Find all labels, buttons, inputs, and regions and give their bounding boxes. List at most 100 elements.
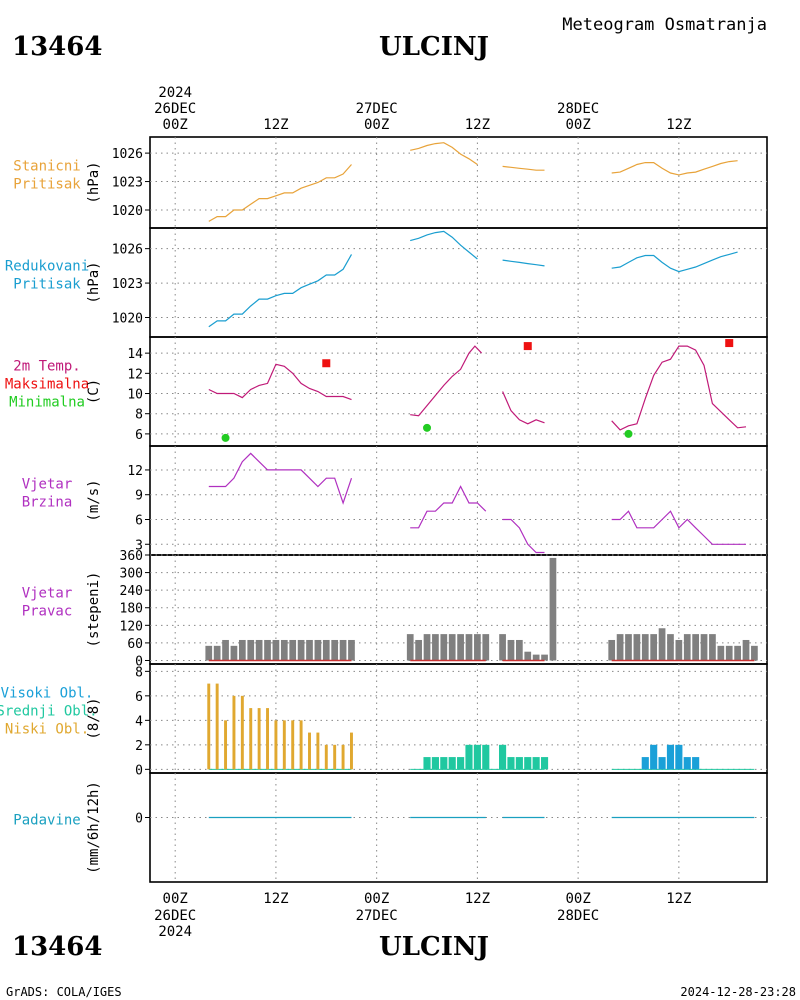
min-temp-marker [423, 423, 432, 432]
y-tick-label: 8 [135, 665, 143, 680]
y-tick-label: 1020 [112, 311, 143, 326]
low-cloud-bar [240, 695, 244, 770]
max-temp-marker [725, 339, 734, 348]
mid-cloud-bar [482, 744, 490, 770]
low-cloud-bar [266, 708, 269, 770]
low-cloud-bar [299, 720, 303, 770]
y-tick-label: 9 [135, 489, 143, 504]
wind-direction-bar [272, 639, 280, 661]
y-tick-label: 60 [127, 637, 143, 652]
top-hour-label: 00Z [364, 117, 389, 133]
y-tick-label: 360 [120, 549, 143, 564]
wind-direction-bar [541, 654, 548, 661]
panel-label: Pravac [22, 604, 73, 620]
bottom-date-label: 26DEC [154, 908, 196, 924]
mid-cloud-bar [540, 757, 549, 770]
y-tick-label: 12 [127, 464, 143, 479]
y-tick-label: 0 [135, 763, 143, 778]
top-date-label: 2024 [158, 85, 192, 101]
wind-direction-bar [507, 639, 515, 661]
mid-cloud-bar [515, 757, 523, 770]
y-axis-label: (m/s) [86, 479, 102, 521]
panel-label: Maksimalna [5, 377, 89, 393]
wind-direction-bar [230, 645, 238, 661]
wind-direction-bar [625, 634, 632, 661]
bottom-hour-label: 12Z [666, 891, 691, 907]
wind-direction-bar [465, 634, 473, 661]
y-axis-label: (hPa) [86, 261, 102, 303]
series-line [611, 160, 738, 176]
high-cloud-bar [692, 757, 700, 770]
wind-direction-bar [448, 634, 456, 661]
wind-direction-bar [440, 634, 448, 661]
mid-cloud-bar [431, 757, 439, 770]
panel-label: Redukovani [5, 259, 89, 275]
wind-direction-bar [549, 557, 557, 661]
wind-direction-bar [532, 654, 540, 661]
wind-direction-bar [499, 634, 506, 661]
panel-frame [149, 772, 768, 883]
wind-direction-bar [675, 639, 683, 661]
wind-direction-bar [709, 634, 716, 661]
wind-direction-bar [725, 645, 733, 661]
series-line [410, 485, 487, 529]
y-tick-label: 2 [135, 739, 143, 754]
y-tick-label: 0 [135, 811, 143, 826]
y-tick-label: 180 [120, 602, 143, 617]
wind-direction-bar [650, 634, 658, 661]
mid-cloud-bar [465, 744, 473, 770]
wind-direction-bar [280, 639, 288, 661]
mid-cloud-bar [440, 757, 448, 770]
series-line [410, 345, 483, 417]
low-cloud-bar [207, 683, 211, 770]
low-cloud-bar [249, 708, 253, 770]
y-axis-label: (hPa) [86, 161, 102, 203]
y-tick-label: 6 [135, 428, 143, 443]
station-id-top: 13464 [12, 32, 102, 62]
series-line [502, 518, 545, 554]
wind-direction-bar [751, 645, 758, 661]
low-cloud-bar [341, 744, 345, 770]
panel-stanicni: 1020 1023 1026 Stanicni Pritisak (hPa) [13, 136, 768, 229]
wind-direction-bar [432, 634, 439, 661]
y-axis-label: (C) [86, 379, 102, 404]
wind-direction-bar [482, 634, 490, 661]
panel-temperatura: 6 8 10 12 14 2m Temp. Maksimalna Minimalna (C) [5, 336, 768, 447]
y-tick-label: 240 [120, 584, 143, 599]
bottom-hour-label: 00Z [565, 891, 590, 907]
generation-timestamp: 2024-12-28-23:28 [680, 985, 796, 999]
low-cloud-bar [350, 732, 353, 770]
wind-direction-bar [700, 634, 708, 661]
wind-direction-bar [264, 639, 271, 661]
wind-direction-bar [474, 634, 481, 661]
low-cloud-bar [274, 720, 278, 770]
low-cloud-bar [324, 744, 328, 770]
panel-oblaci: 0 2 4 6 8 Visoki Obl. Srednji Obl. Niski Obl.(8… [0, 663, 768, 778]
station-name-top: ULCINJ [379, 32, 489, 62]
grads-credit: GrADS: COLA/IGES [6, 985, 122, 999]
low-cloud-bar [291, 720, 295, 770]
panel-vjetar_pravac: 0 60 120 180 240 300 360 Vjetar Pravac (stepeni) [22, 549, 768, 669]
mid-cloud-bar [499, 744, 507, 770]
wind-direction-bar [406, 634, 414, 661]
high-cloud-bar [683, 757, 691, 770]
y-tick-label: 8 [135, 408, 143, 423]
wind-direction-bar [322, 639, 330, 661]
series-line [502, 259, 545, 267]
panel-label: Stanicni [13, 159, 80, 175]
y-tick-label: 1023 [112, 176, 143, 191]
series-line [208, 254, 353, 328]
low-cloud-bar [308, 732, 311, 770]
bottom-hour-label: 00Z [364, 891, 389, 907]
wind-direction-bar [516, 639, 523, 661]
low-cloud-bar [232, 695, 236, 770]
low-cloud-bar [282, 720, 286, 770]
y-tick-label: 1026 [112, 147, 143, 162]
wind-direction-bar [314, 639, 322, 661]
bottom-hour-label: 00Z [163, 891, 188, 907]
mid-cloud-bar [507, 757, 515, 770]
top-hour-label: 12Z [263, 117, 288, 133]
low-cloud-bar [224, 720, 228, 770]
